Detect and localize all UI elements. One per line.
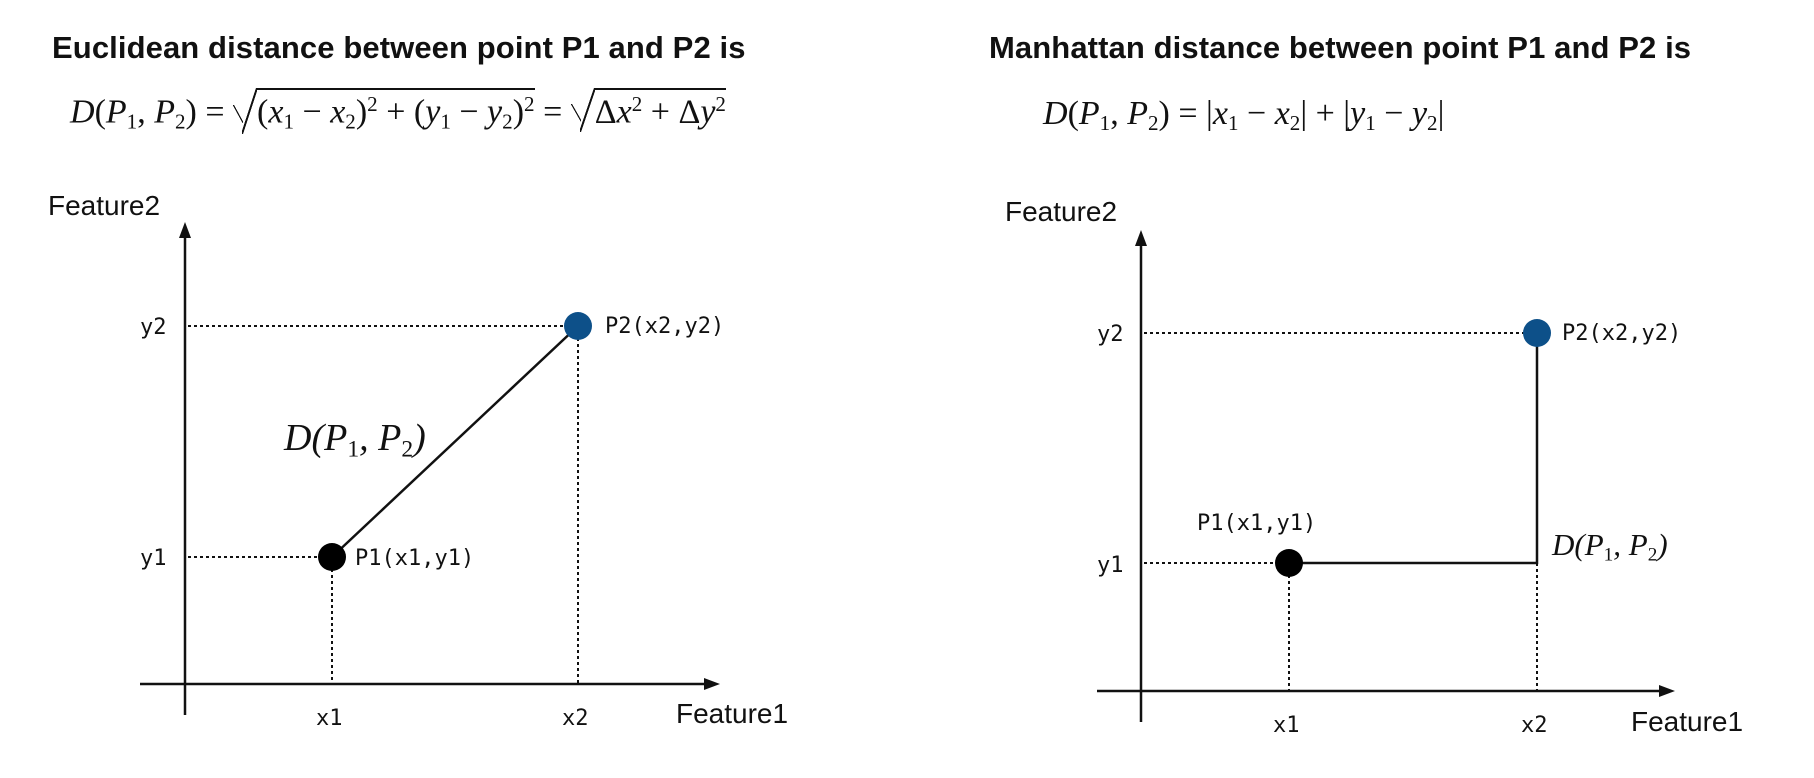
manhattan-p2-label: P2(x2,y2) <box>1562 321 1681 346</box>
euclidean-y-axis-title: Feature2 <box>48 190 161 221</box>
manhattan-plot: P1(x1,y1) P2(x2,y2) y2 y1 x1 x2 <box>1097 230 1681 738</box>
euclidean-plot: P1(x1,y1) P2(x2,y2) y2 y1 x1 x2 <box>140 222 724 731</box>
euclidean-y-axis-arrow <box>179 222 191 238</box>
euclidean-p1-label: P1(x1,y1) <box>355 546 474 571</box>
manhattan-y-axis-title: Feature2 <box>1005 196 1118 227</box>
manhattan-distance-path <box>1289 333 1539 565</box>
manhattan-distance-label: D(P1, P2) <box>1552 527 1668 566</box>
manhattan-y1-tick: y1 <box>1097 553 1124 578</box>
euclidean-x1-tick: x1 <box>316 706 343 731</box>
euclidean-title: Euclidean distance between point P1 and … <box>52 30 746 65</box>
manhattan-x-axis-arrow <box>1659 685 1675 697</box>
manhattan-y2-tick: y2 <box>1097 322 1124 347</box>
manhattan-x1-tick: x1 <box>1273 713 1300 738</box>
manhattan-x-axis-title: Feature1 <box>1631 706 1744 737</box>
euclidean-distance-label: D(P1, P2) <box>284 417 426 463</box>
manhattan-point-p1 <box>1275 549 1303 577</box>
euclidean-formula: D(P1, P2) = (x1 − x2)2 + (y1 − y2)2 = Δx… <box>70 88 726 135</box>
manhattan-x2-tick: x2 <box>1521 713 1548 738</box>
manhattan-point-p2 <box>1523 319 1551 347</box>
euclidean-panel: Euclidean distance between point P1 and … <box>48 30 789 731</box>
euclidean-point-p2 <box>564 312 592 340</box>
euclidean-x-axis-arrow <box>704 678 720 690</box>
manhattan-formula: D(P1, P2) = |x1 − x2| + |y1 − y2| <box>1043 95 1445 135</box>
euclidean-p2-label: P2(x2,y2) <box>605 314 724 339</box>
euclidean-distance-line <box>331 325 579 558</box>
manhattan-title: Manhattan distance between point P1 and … <box>989 30 1692 65</box>
euclidean-y1-tick: y1 <box>140 546 167 571</box>
manhattan-y-axis-arrow <box>1135 230 1147 246</box>
euclidean-x2-tick: x2 <box>562 706 589 731</box>
euclidean-point-p1 <box>318 543 346 571</box>
manhattan-panel: Manhattan distance between point P1 and … <box>907 0 1814 778</box>
euclidean-y2-tick: y2 <box>140 315 167 340</box>
euclidean-x-axis-title: Feature1 <box>676 698 789 729</box>
manhattan-p1-label: P1(x1,y1) <box>1197 511 1316 536</box>
